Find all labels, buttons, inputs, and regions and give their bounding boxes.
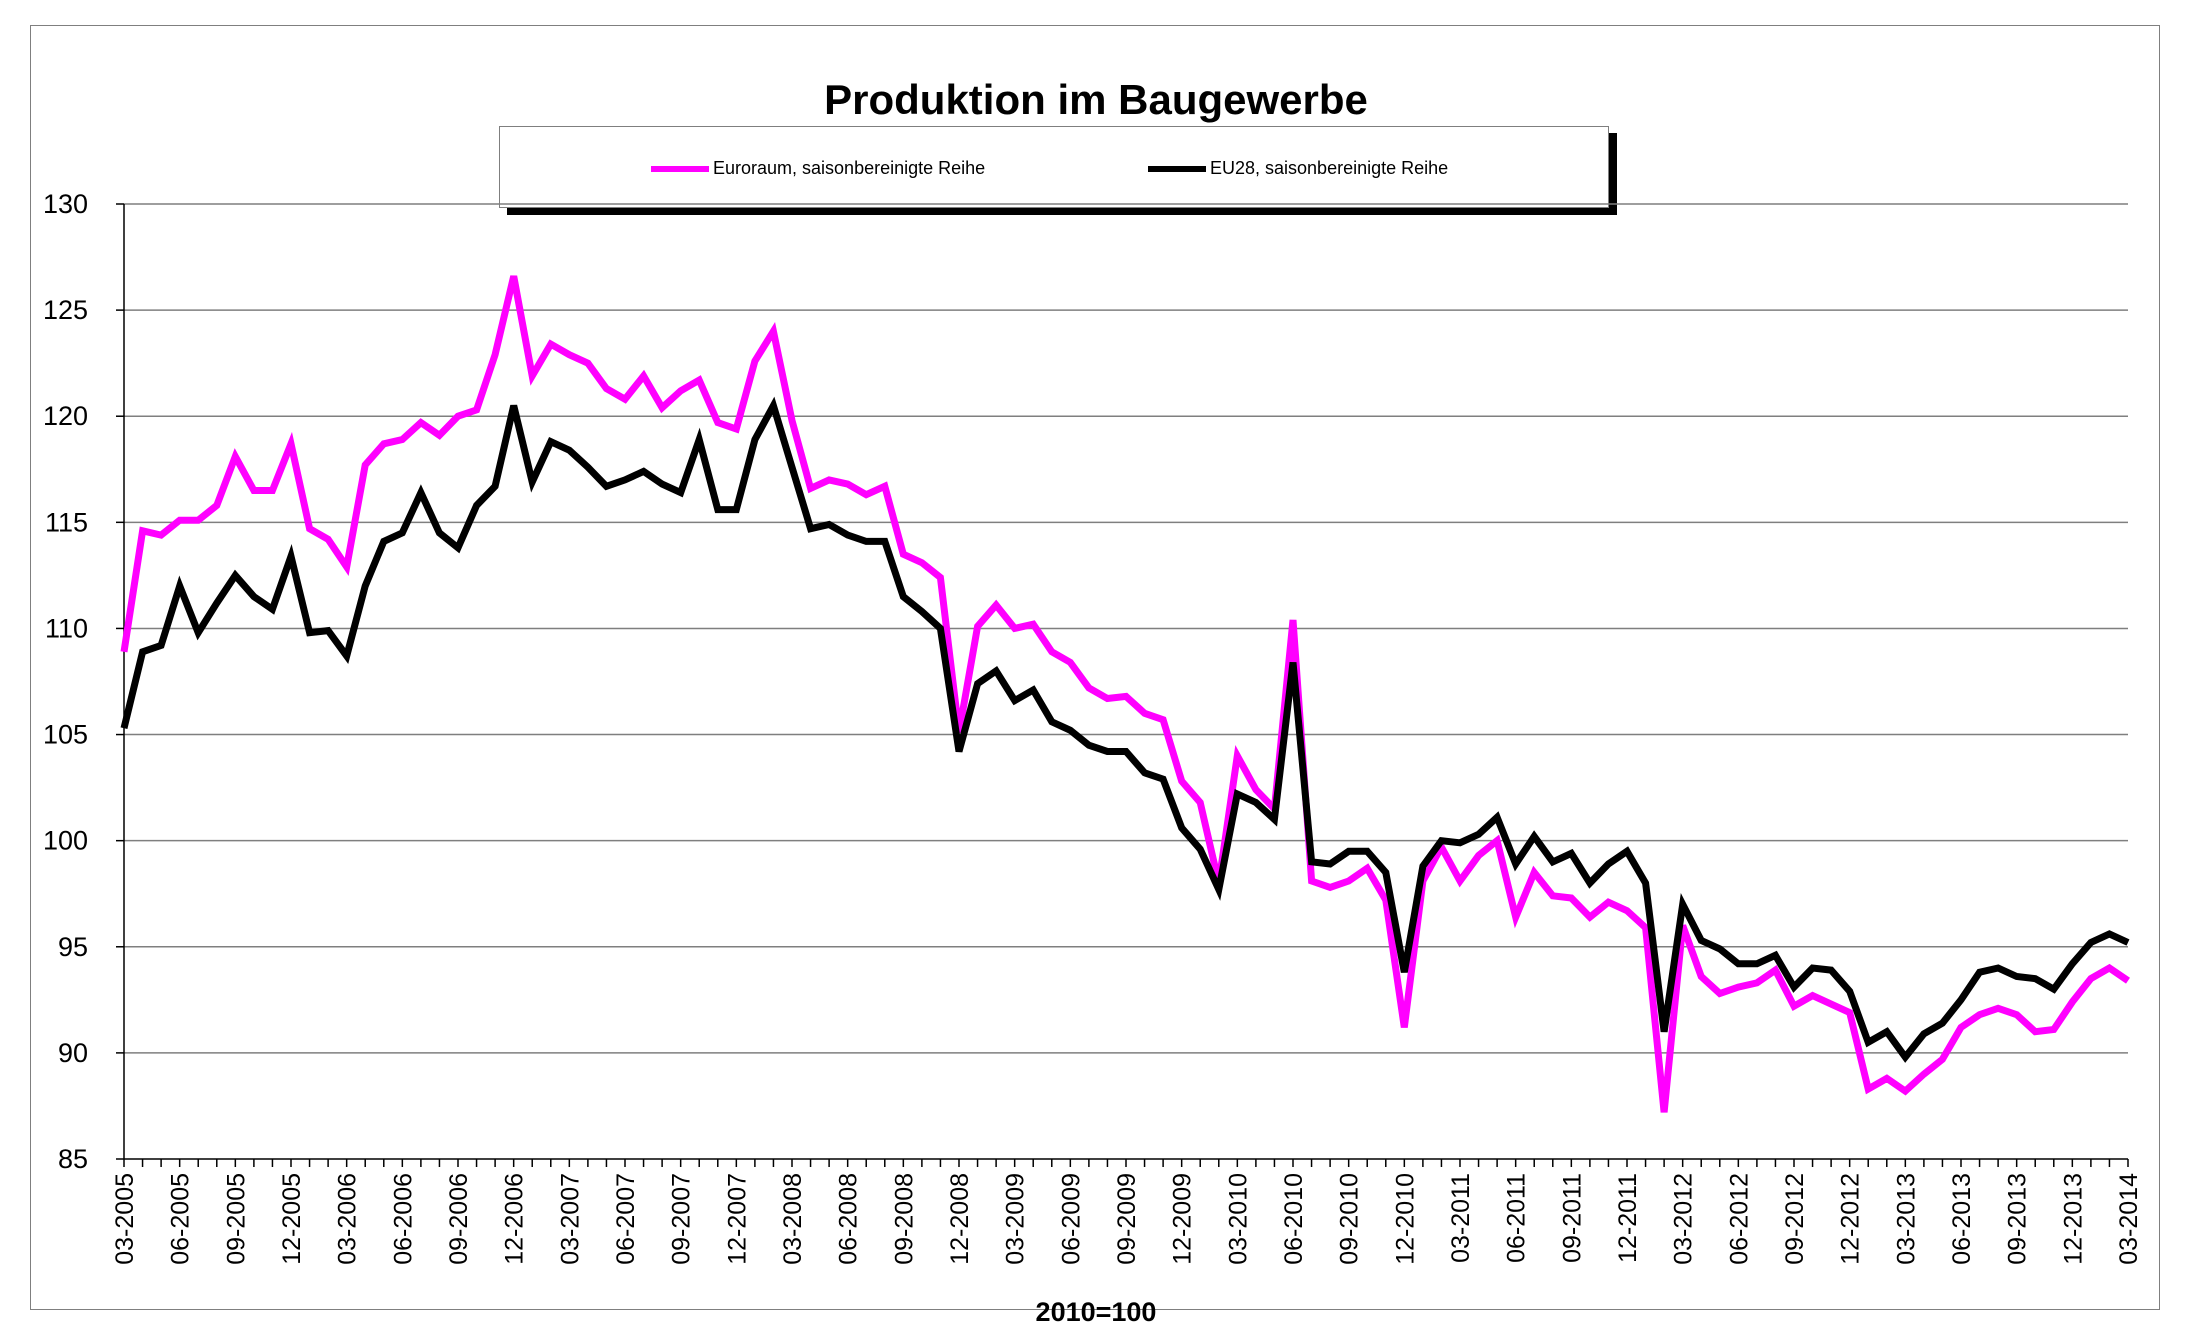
x-tick-label: 12-2013 [2059, 1173, 2087, 1265]
legend-swatch-eu28 [1148, 165, 1206, 172]
x-tick-label: 03-2005 [111, 1173, 139, 1265]
series-line-euroraum [120, 275, 2130, 1113]
x-tick-label: 12-2011 [1614, 1173, 1642, 1263]
x-tick-label: 06-2006 [389, 1173, 417, 1265]
x-tick-label: 03-2008 [779, 1173, 807, 1265]
y-tick-label: 130 [43, 189, 88, 219]
legend-swatch-euroraum [651, 165, 709, 172]
chart-title: Produktion im Baugewerbe [824, 76, 1368, 123]
x-tick-label: 06-2005 [167, 1173, 195, 1265]
x-tick-label: 12-2008 [946, 1173, 974, 1265]
x-tick-label: 03-2010 [1224, 1173, 1252, 1265]
x-tick-label: 03-2013 [1892, 1173, 1920, 1265]
y-tick-label: 120 [43, 401, 88, 431]
x-tick-label: 09-2008 [890, 1173, 918, 1265]
x-tick-label: 09-2009 [1113, 1173, 1141, 1265]
chart-frame [30, 25, 2160, 1310]
x-tick-label: 09-2010 [1336, 1173, 1364, 1265]
series-line-eu28 [120, 396, 2130, 1063]
x-tick-label: 06-2013 [1948, 1173, 1976, 1265]
x-tick-label: 03-2014 [2115, 1173, 2143, 1265]
y-tick-label: 100 [43, 826, 88, 856]
legend-entry-eu28: EU28, saisonbereinigte Reihe [1148, 158, 1448, 179]
y-tick-label: 115 [45, 507, 88, 537]
y-tick-label: 105 [43, 720, 88, 750]
legend-label-euroraum: Euroraum, saisonbereinigte Reihe [713, 158, 986, 178]
x-tick-label: 03-2009 [1002, 1173, 1030, 1265]
x-tick-label: 09-2006 [445, 1173, 473, 1265]
x-tick-label: 06-2012 [1725, 1173, 1753, 1265]
y-tick-label: 125 [43, 295, 88, 325]
x-tick-label: 09-2007 [668, 1173, 696, 1265]
legend-label-eu28: EU28, saisonbereinigte Reihe [1210, 158, 1449, 178]
y-tick-label: 95 [58, 932, 88, 962]
y-tick-label: 110 [45, 613, 88, 643]
x-tick-label: 12-2010 [1391, 1173, 1419, 1265]
x-tick-label: 09-2005 [222, 1173, 250, 1265]
x-tick-label: 06-2011 [1503, 1173, 1531, 1263]
legend-entry-euroraum: Euroraum, saisonbereinigte Reihe [651, 158, 985, 179]
x-tick-label: 12-2012 [1837, 1173, 1865, 1265]
x-tick-label: 09-2013 [2004, 1173, 2032, 1265]
x-tick-label: 03-2011 [1447, 1173, 1475, 1263]
x-tick-label: 12-2009 [1169, 1173, 1197, 1265]
x-tick-label: 06-2009 [1057, 1173, 1085, 1265]
x-tick-label: 06-2007 [612, 1173, 640, 1265]
x-axis-label: 2010=100 [1035, 1297, 1157, 1327]
x-tick-label: 09-2011 [1558, 1173, 1586, 1263]
x-tick-label: 03-2012 [1670, 1173, 1698, 1265]
y-tick-label: 85 [58, 1144, 88, 1174]
x-tick-label: 09-2012 [1781, 1173, 1809, 1265]
x-tick-label: 12-2007 [723, 1173, 751, 1265]
y-tick-label: 90 [58, 1038, 88, 1068]
x-tick-label: 03-2007 [556, 1173, 584, 1265]
x-tick-label: 06-2008 [835, 1173, 863, 1265]
legend: Euroraum, saisonbereinigte Reihe EU28, s… [499, 126, 1609, 208]
x-tick-label: 12-2006 [501, 1173, 529, 1265]
x-tick-label: 12-2005 [278, 1173, 306, 1265]
x-tick-label: 06-2010 [1280, 1173, 1308, 1265]
x-tick-label: 03-2006 [334, 1173, 362, 1265]
